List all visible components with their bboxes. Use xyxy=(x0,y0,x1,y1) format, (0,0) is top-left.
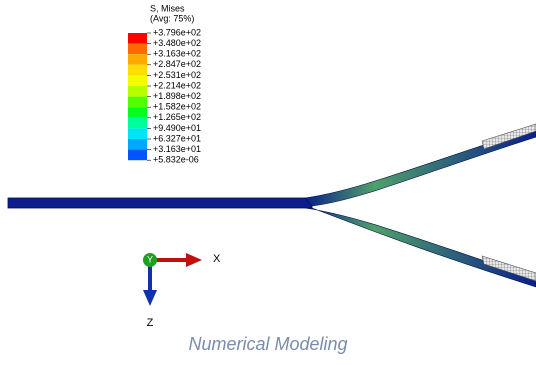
legend-label: +1.582e+02 xyxy=(153,102,201,112)
legend-label: +9.490e+01 xyxy=(153,123,201,133)
legend-swatch xyxy=(128,139,147,150)
legend-swatch xyxy=(128,107,147,118)
legend-label: +2.531e+02 xyxy=(153,70,201,80)
legend-label: +2.847e+02 xyxy=(153,59,201,69)
scene: S, Mises (Avg: 75%) +3.796e+02+3.480e+02… xyxy=(0,0,536,360)
legend-swatch xyxy=(128,65,147,76)
legend-subtitle: (Avg: 75%) xyxy=(150,13,194,23)
legend-label: +5.832e-06 xyxy=(153,155,199,165)
legend-swatch xyxy=(128,86,147,97)
legend-swatch xyxy=(128,33,147,44)
legend-label: +3.480e+02 xyxy=(153,38,201,48)
legend-label: +1.898e+02 xyxy=(153,91,201,101)
legend-label: +2.214e+02 xyxy=(153,80,201,90)
legend-swatch xyxy=(128,150,147,161)
y-label: Y xyxy=(147,254,153,264)
caption: Numerical Modeling xyxy=(188,334,347,354)
beam xyxy=(8,198,312,208)
legend-swatch xyxy=(128,118,147,129)
legend-swatch xyxy=(128,54,147,65)
legend-swatch xyxy=(128,97,147,108)
legend-label: +3.163e+02 xyxy=(153,49,201,59)
triad: Y X Z xyxy=(143,253,221,329)
legend-label: +6.327e+01 xyxy=(153,133,201,143)
lower-arm xyxy=(305,208,536,287)
legend-label: +3.163e+01 xyxy=(153,144,201,154)
x-arrowhead xyxy=(186,253,202,267)
page: {"legend": {"title": "S, Mises", "subtit… xyxy=(0,0,536,360)
legend-title: S, Mises xyxy=(150,3,185,13)
legend-label: +1.265e+02 xyxy=(153,112,201,122)
x-label: X xyxy=(213,253,221,265)
legend-label: +3.796e+02 xyxy=(153,27,201,37)
z-label: Z xyxy=(147,317,154,329)
z-arrowhead xyxy=(143,290,157,306)
legend-swatch xyxy=(128,44,147,55)
legend-swatch xyxy=(128,128,147,139)
legend: +3.796e+02+3.480e+02+3.163e+02+2.847e+02… xyxy=(128,27,201,164)
legend-swatch xyxy=(128,75,147,86)
